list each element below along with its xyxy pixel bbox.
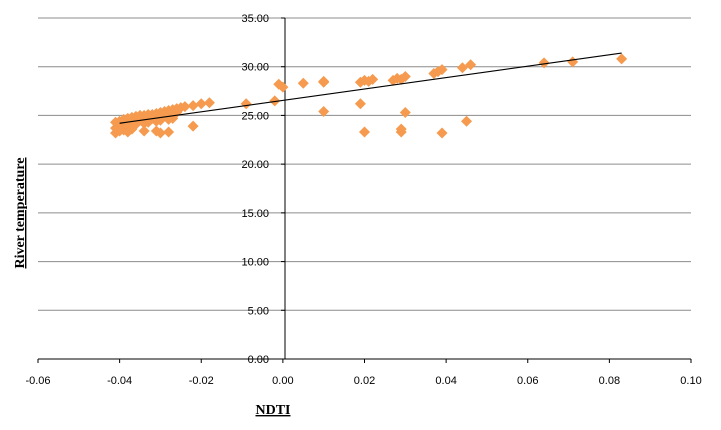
data-point xyxy=(538,57,550,69)
trendline xyxy=(119,52,622,124)
data-point xyxy=(436,64,448,76)
y-tick-label: 20.00 xyxy=(241,159,269,171)
data-point xyxy=(465,59,477,71)
data-points xyxy=(110,53,628,139)
x-axis-title: NDTI xyxy=(255,403,290,418)
data-point xyxy=(187,100,199,112)
data-point xyxy=(187,120,199,132)
y-axis-title: River temperature xyxy=(13,157,28,268)
y-tick-label: 15.00 xyxy=(241,208,269,220)
data-point xyxy=(436,127,448,139)
x-tick-label: 0.06 xyxy=(517,375,538,387)
data-point xyxy=(399,107,411,119)
x-tick-label: -0.02 xyxy=(189,375,214,387)
x-tick-label: 0.08 xyxy=(599,375,620,387)
x-tick-label: 0.04 xyxy=(435,375,456,387)
data-point xyxy=(567,56,579,68)
data-point xyxy=(297,77,309,89)
y-tick-label: 30.00 xyxy=(241,62,269,74)
data-point xyxy=(195,98,207,110)
data-point xyxy=(138,125,150,137)
x-tick-label: 0.10 xyxy=(680,375,701,387)
y-tick-label: 10.00 xyxy=(241,257,269,269)
data-point xyxy=(318,106,330,118)
gridlines xyxy=(38,17,691,360)
data-point xyxy=(240,98,252,110)
data-point xyxy=(616,53,628,65)
x-tick-label: -0.06 xyxy=(25,375,50,387)
y-tick-label: 5.00 xyxy=(248,305,269,317)
data-point xyxy=(277,81,289,93)
data-point xyxy=(163,126,175,138)
data-point xyxy=(367,73,379,85)
data-point xyxy=(399,70,411,82)
data-point xyxy=(269,95,281,107)
data-point xyxy=(122,126,134,138)
x-tick-labels: -0.06 -0.04 -0.02 0.00 0.02 0.04 0.06 0.08 0.10 xyxy=(25,359,702,387)
data-point xyxy=(126,123,138,135)
data-point xyxy=(461,115,473,127)
data-point xyxy=(318,75,330,87)
y-tick-label: 25.00 xyxy=(241,110,269,122)
y-tick-label: 0.00 xyxy=(248,354,269,366)
y-tick-labels: 0.00 5.00 10.00 15.00 20.00 25.00 30.00 35.00 xyxy=(241,13,285,366)
data-point xyxy=(395,123,407,135)
x-tick-label: 0.00 xyxy=(272,375,293,387)
data-point xyxy=(456,62,468,74)
data-point xyxy=(359,126,370,138)
data-point xyxy=(179,101,191,113)
data-point xyxy=(203,97,215,109)
y-tick-label: 35.00 xyxy=(241,13,269,25)
trendline-group xyxy=(119,52,622,124)
data-point xyxy=(354,98,366,110)
data-point xyxy=(154,127,166,139)
x-tick-label: -0.04 xyxy=(107,375,132,387)
x-tick-label: 0.02 xyxy=(354,375,375,387)
